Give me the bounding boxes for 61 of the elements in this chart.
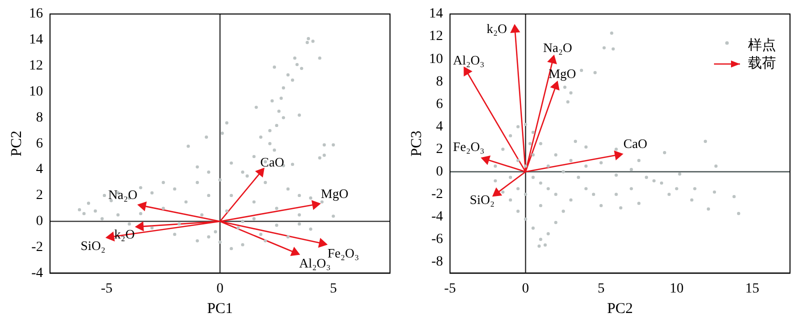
point — [256, 168, 264, 177]
point — [492, 188, 502, 197]
annotation: MgO — [320, 186, 348, 201]
x-tick-label: 5 — [330, 281, 337, 296]
y-tick-label: 16 — [29, 6, 43, 22]
y-axis-title: PC2 — [8, 130, 25, 157]
annotation: Fe₂O₃ — [453, 139, 484, 154]
x-tick-label: 10 — [670, 281, 684, 296]
point — [106, 232, 115, 242]
annotation: SiO₂ — [80, 238, 106, 254]
point — [136, 222, 144, 231]
point — [550, 81, 560, 90]
y-tick-label: 10 — [429, 52, 443, 67]
x-tick-label: -5 — [444, 281, 456, 296]
y-tick-label: 10 — [29, 84, 43, 100]
y-tick-label: 2 — [36, 188, 43, 204]
y-tick-label: -2 — [431, 186, 443, 202]
annotation: k₂O — [486, 21, 507, 36]
y-tick-label: 0 — [436, 164, 443, 180]
y-tick-label: 12 — [429, 29, 443, 44]
x-tick-label: 0 — [216, 281, 224, 296]
y-tick-label: -8 — [431, 254, 443, 270]
y-tick-label: 6 — [36, 136, 43, 152]
x-tick-label: 5 — [598, 281, 605, 296]
y-tick-label: 6 — [436, 96, 443, 112]
y-axis-title: PC3 — [408, 130, 425, 157]
point — [290, 247, 300, 256]
x-axis-title: PC1 — [207, 300, 233, 317]
y-tick-label: -6 — [431, 232, 443, 248]
annotation: SiO₂ — [470, 192, 494, 207]
legend-label: 样点 — [748, 38, 776, 54]
y-tick-label: 2 — [436, 142, 443, 157]
y-tick-label: -4 — [31, 266, 43, 281]
point — [464, 66, 472, 76]
x-tick-label: 15 — [745, 281, 760, 296]
point — [548, 55, 557, 64]
y-tick-label: 14 — [29, 32, 43, 48]
y-tick-label: -2 — [31, 240, 43, 255]
y-tick-label: 8 — [436, 74, 443, 90]
point — [510, 24, 520, 33]
point — [318, 238, 328, 248]
legend-label: 载荷 — [748, 56, 776, 72]
x-axis-title: PC2 — [607, 300, 633, 317]
annotation: Fe₂O₃ — [328, 245, 359, 260]
point — [312, 200, 320, 210]
y-tick-label: 8 — [36, 110, 43, 126]
y-tick-label: 0 — [36, 214, 43, 230]
y-tick-label: 12 — [29, 58, 43, 74]
y-tick-label: 4 — [436, 119, 443, 134]
x-tick-label: -5 — [100, 281, 113, 296]
annotation: Na₂O — [543, 40, 572, 55]
annotation: Na₂O — [108, 186, 138, 202]
point — [138, 202, 147, 211]
annotation: Al₂O₃ — [453, 52, 484, 68]
point — [481, 156, 490, 164]
x-tick-label: 0 — [522, 281, 530, 296]
y-tick-label: 14 — [429, 6, 443, 22]
annotation: CaO — [260, 154, 284, 170]
annotation: CaO — [623, 136, 648, 152]
y-tick-label: -4 — [431, 210, 443, 225]
y-tick-label: 4 — [36, 162, 43, 178]
